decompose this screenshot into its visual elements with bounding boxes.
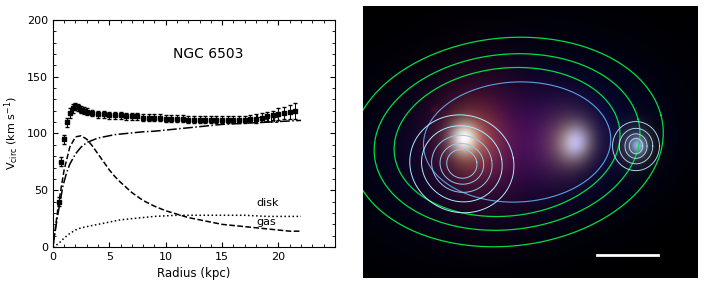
Text: halo: halo: [256, 115, 280, 125]
Text: disk: disk: [256, 198, 278, 208]
X-axis label: Radius (kpc): Radius (kpc): [157, 268, 231, 281]
Y-axis label: V$_{\rm circ}$ (km s$^{-1}$): V$_{\rm circ}$ (km s$^{-1}$): [3, 97, 21, 170]
Text: NGC 6503: NGC 6503: [173, 47, 243, 61]
Text: gas: gas: [256, 217, 276, 227]
